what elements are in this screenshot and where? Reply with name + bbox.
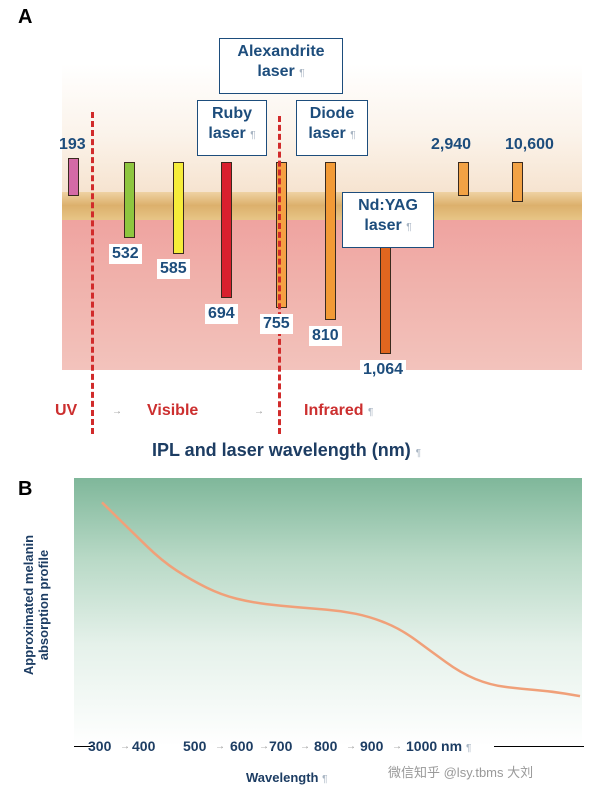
alexandrite-laser-line2-wrap: laser ¶: [220, 62, 342, 84]
y-axis-label: Approximated melanin absorption profile: [21, 505, 51, 705]
paragraph-mark: ¶: [250, 130, 256, 141]
alexandrite-laser-line2: laser: [257, 63, 295, 80]
bar-2940: [458, 162, 469, 196]
visible-infrared-divider: [278, 116, 281, 434]
wavelength-label-2940: 2,940: [431, 136, 472, 153]
arrow-mark: →: [112, 406, 122, 417]
ruby-laser-line1: Ruby: [212, 105, 252, 122]
bar-532: [124, 162, 135, 238]
alexandrite-laser-box: Alexandrite laser ¶: [219, 38, 343, 94]
absorption-curve-line: [101, 501, 581, 698]
wavelength-label-755: 755: [260, 314, 293, 334]
panel-a-axis-title-text: IPL and laser wavelength (nm): [152, 440, 411, 460]
watermark: 微信知乎 @lsy.tbms 大刘: [388, 765, 534, 780]
absorption-plot-area: [74, 478, 582, 746]
paragraph-mark: ¶: [415, 448, 422, 459]
wavelength-label-1064: 1,064: [360, 360, 407, 380]
dermis-layer: [62, 220, 582, 370]
ruby-laser-line2-wrap: laser ¶: [198, 124, 266, 146]
paragraph-mark: ¶: [368, 407, 374, 418]
ndyag-laser-line2: laser: [364, 217, 402, 234]
x-tick-400: 400: [132, 738, 156, 754]
x-tick-500: 500: [183, 738, 207, 754]
diode-laser-line1: Diode: [309, 105, 355, 122]
bar-1064: [380, 240, 391, 354]
wavelength-label-694: 694: [205, 304, 238, 324]
x-tick-900: 900: [360, 738, 384, 754]
ndyag-laser-line1: Nd:YAG: [358, 197, 418, 214]
diode-laser-box: Diode laser ¶: [296, 100, 368, 156]
x-tick-300: 300: [88, 738, 112, 754]
x-tick-700: 700: [269, 738, 293, 754]
y-axis-label-line1: Approximated melanin: [21, 534, 36, 676]
bar-694: [221, 162, 232, 298]
y-axis-label-line2: absorption profile: [36, 549, 51, 661]
x-axis-baseline-left: [74, 746, 94, 747]
diode-laser-line2: laser: [308, 125, 346, 142]
bar-755: [276, 162, 287, 308]
x-tick-800: 800: [314, 738, 338, 754]
panel-a-label: A: [18, 6, 33, 28]
paragraph-mark: ¶: [299, 68, 305, 79]
wavelength-label-532: 532: [109, 244, 142, 264]
diode-laser-line2-wrap: laser ¶: [297, 124, 367, 146]
ruby-laser-line2: laser: [208, 125, 246, 142]
arrow-mark: →: [254, 406, 264, 417]
arrow-mark: →: [259, 741, 269, 752]
wavelength-label-10600: 10,600: [505, 136, 554, 153]
region-infrared-text: Infrared: [304, 402, 364, 419]
panel-b-label: B: [18, 478, 33, 500]
bar-810: [325, 162, 336, 320]
ndyag-laser-line2-wrap: laser ¶: [343, 216, 433, 238]
paragraph-mark: ¶: [465, 743, 472, 754]
x-tick-1000: 1000 nm ¶: [406, 738, 471, 754]
bar-10600: [512, 162, 523, 202]
ndyag-laser-box: Nd:YAG laser ¶: [342, 192, 434, 248]
x-axis-label-text: Wavelength: [246, 770, 319, 785]
alexandrite-laser-line1: Alexandrite: [237, 43, 325, 60]
uv-visible-divider: [91, 112, 94, 434]
region-visible: Visible: [147, 402, 199, 419]
wavelength-label-810: 810: [309, 326, 342, 346]
paragraph-mark: ¶: [406, 222, 412, 233]
x-axis-baseline-right: [494, 746, 584, 747]
x-tick-1000-text: 1000 nm: [406, 738, 463, 754]
region-uv: UV: [55, 402, 78, 419]
wavelength-label-193: 193: [59, 136, 86, 153]
paragraph-mark: ¶: [350, 130, 356, 141]
bar-585: [173, 162, 184, 254]
arrow-mark: →: [215, 741, 225, 752]
wavelength-label-585: 585: [157, 259, 190, 279]
paragraph-mark: ¶: [322, 774, 328, 785]
arrow-mark: →: [392, 741, 402, 752]
region-infrared: Infrared ¶: [304, 402, 373, 420]
x-tick-600: 600: [230, 738, 254, 754]
ruby-laser-box: Ruby laser ¶: [197, 100, 267, 156]
x-axis-label: Wavelength ¶: [246, 770, 327, 785]
absorption-curve-svg: [101, 501, 581, 698]
arrow-mark: →: [346, 741, 356, 752]
panel-a-axis-title: IPL and laser wavelength (nm) ¶: [152, 440, 421, 461]
arrow-mark: →: [300, 741, 310, 752]
epidermis-layer: [62, 192, 582, 222]
arrow-mark: →: [120, 741, 130, 752]
bar-193: [68, 158, 79, 196]
